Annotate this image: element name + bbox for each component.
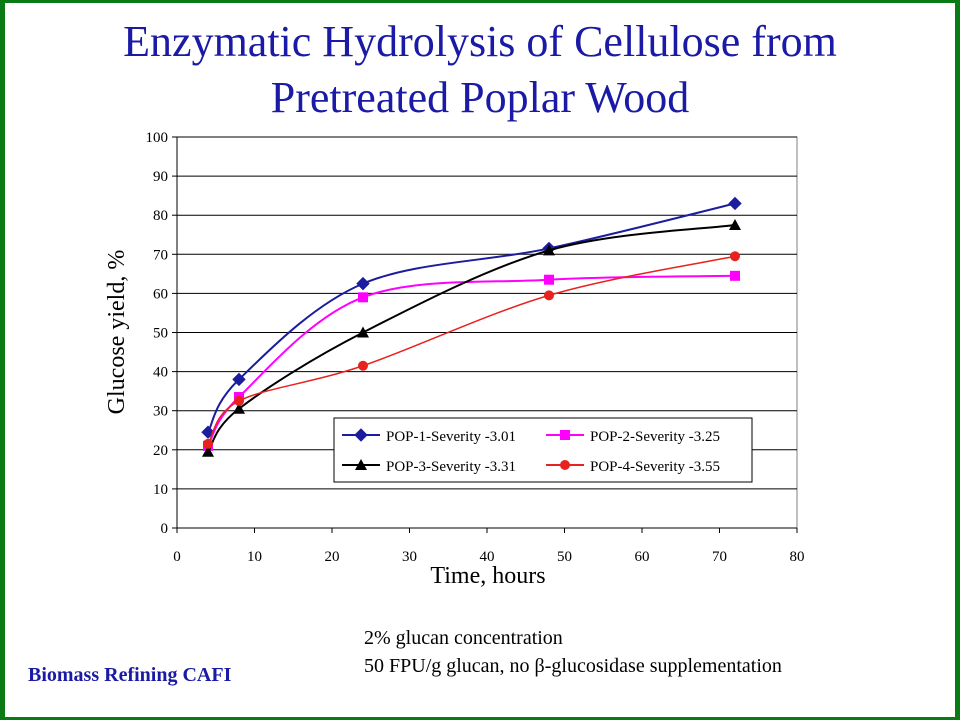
data-point-series-2 [730, 270, 740, 281]
data-point-series-1 [356, 276, 370, 291]
data-point-series-3 [543, 244, 555, 256]
data-point-series-3 [729, 218, 741, 230]
y-tick-label: 20 [153, 443, 168, 459]
data-point-series-3 [357, 326, 369, 338]
x-tick-label: 50 [557, 549, 572, 565]
legend-label: POP-4-Severity -3.55 [590, 459, 720, 475]
legend-label: POP-3-Severity -3.31 [386, 459, 516, 475]
legend-box [333, 417, 753, 483]
y-tick-label: 40 [153, 365, 168, 381]
title-line-2: Pretreated Poplar Wood [270, 73, 690, 122]
note-line-1: 2% glucan concentration [364, 627, 563, 649]
data-point-series-1 [728, 196, 742, 211]
data-point-series-4 [544, 290, 554, 301]
y-tick-label: 0 [161, 521, 169, 537]
y-tick-label: 100 [146, 130, 169, 146]
y-tick-label: 70 [153, 247, 168, 263]
data-point-series-4 [358, 360, 368, 371]
legend-marker [355, 459, 367, 470]
data-point-series-2 [544, 274, 554, 285]
x-tick-label: 30 [402, 549, 417, 565]
x-tick-label: 10 [247, 549, 262, 565]
note-line-2: 50 FPU/g glucan, no β-glucosidase supple… [364, 655, 782, 677]
data-point-series-1 [232, 372, 246, 387]
data-point-series-4 [203, 438, 213, 449]
y-tick-label: 90 [153, 169, 168, 185]
x-tick-label: 0 [173, 549, 181, 565]
x-tick-label: 20 [325, 549, 340, 565]
data-point-series-3 [233, 402, 245, 414]
title-line-1: Enzymatic Hydrolysis of Cellulose from [123, 17, 837, 66]
legend-marker [354, 428, 368, 442]
y-tick-label: 80 [153, 208, 168, 224]
x-tick-label: 60 [635, 549, 650, 565]
x-tick-label: 80 [790, 549, 805, 565]
legend-marker [560, 430, 570, 440]
experiment-notes: 2% glucan concentration 50 FPU/g glucan,… [364, 624, 782, 680]
y-axis-label: Glucose yield, % [104, 250, 130, 415]
footer-label: Biomass Refining CAFI [28, 664, 232, 686]
legend-label: POP-1-Severity -3.01 [386, 429, 516, 445]
legend-marker [560, 460, 570, 470]
data-point-series-4 [234, 395, 244, 406]
data-point-series-2 [358, 292, 368, 303]
legend-label: POP-2-Severity -3.25 [590, 429, 720, 445]
x-axis-label: Time, hours [430, 563, 545, 589]
y-tick-label: 50 [153, 326, 168, 342]
x-tick-label: 40 [480, 549, 495, 565]
y-tick-label: 60 [153, 286, 168, 302]
y-tick-label: 10 [153, 482, 168, 498]
y-tick-label: 30 [153, 404, 168, 420]
x-tick-label: 70 [712, 549, 727, 565]
data-point-series-4 [730, 251, 740, 262]
slide-title: Enzymatic Hydrolysis of Cellulose from P… [40, 14, 920, 126]
data-point-series-3 [202, 445, 214, 457]
